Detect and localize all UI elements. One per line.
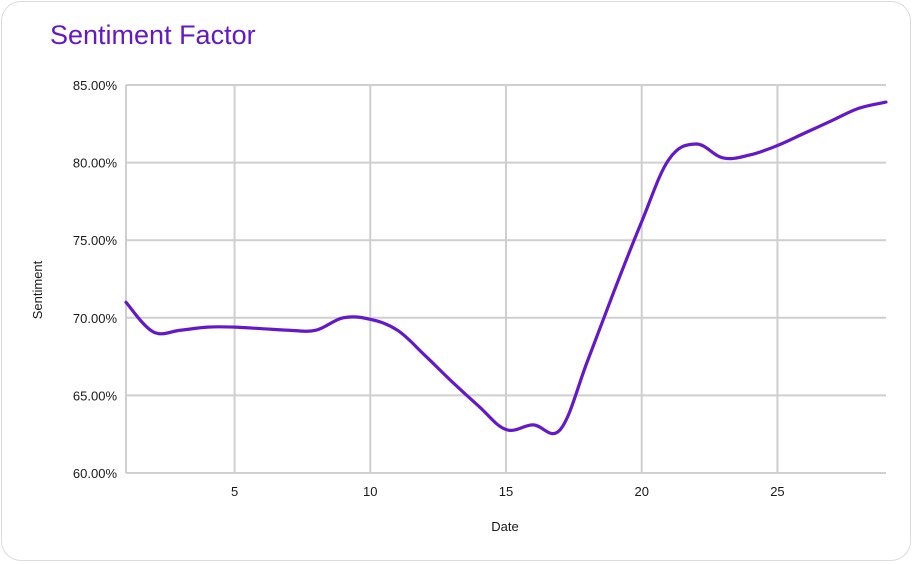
data-point	[828, 117, 836, 125]
data-point	[421, 351, 429, 359]
data-point	[475, 402, 483, 410]
data-point	[773, 142, 781, 150]
data-point	[231, 323, 239, 331]
data-point	[746, 151, 754, 159]
x-tick-label: 5	[231, 484, 238, 499]
data-point	[502, 426, 510, 434]
x-tick-label: 10	[363, 484, 377, 499]
data-point	[448, 377, 456, 385]
series-layer	[122, 98, 890, 436]
y-axis-label: Sentiment	[30, 260, 45, 319]
data-point	[556, 426, 564, 434]
data-point	[258, 325, 266, 333]
chart-title: Sentiment Factor	[50, 20, 256, 50]
data-point	[312, 326, 320, 334]
horizontal-gridlines	[126, 84, 886, 474]
data-point	[638, 218, 646, 226]
data-point	[366, 315, 374, 323]
data-point	[882, 98, 890, 106]
y-tick-label: 70.00%	[73, 311, 118, 326]
y-tick-label: 65.00%	[73, 388, 118, 403]
x-tick-label: 20	[634, 484, 648, 499]
data-point	[122, 298, 130, 306]
y-tick-label: 85.00%	[73, 78, 118, 93]
data-point	[176, 326, 184, 334]
x-axis-label: Date	[491, 519, 518, 534]
y-axis-ticks: 60.00% 65.00% 70.00% 75.00% 80.00% 85.00%	[73, 78, 118, 481]
data-point	[855, 104, 863, 112]
data-point	[529, 421, 537, 429]
data-point	[719, 154, 727, 162]
data-point	[393, 326, 401, 334]
data-point	[285, 326, 293, 334]
x-tick-label: 15	[499, 484, 513, 499]
y-tick-label: 75.00%	[73, 233, 118, 248]
data-point	[692, 140, 700, 148]
series-line-sentiment	[124, 100, 888, 436]
x-axis-ticks: 5 10 15 20 25	[231, 484, 785, 499]
vertical-gridlines	[125, 85, 779, 473]
data-point	[339, 314, 347, 322]
data-point	[583, 357, 591, 365]
x-tick-label: 25	[770, 484, 784, 499]
y-tick-label: 80.00%	[73, 156, 118, 171]
y-tick-label: 60.00%	[73, 466, 118, 481]
data-point	[801, 129, 809, 137]
data-point	[665, 155, 673, 163]
data-point	[611, 286, 619, 294]
data-point	[203, 323, 211, 331]
data-point	[149, 328, 157, 336]
